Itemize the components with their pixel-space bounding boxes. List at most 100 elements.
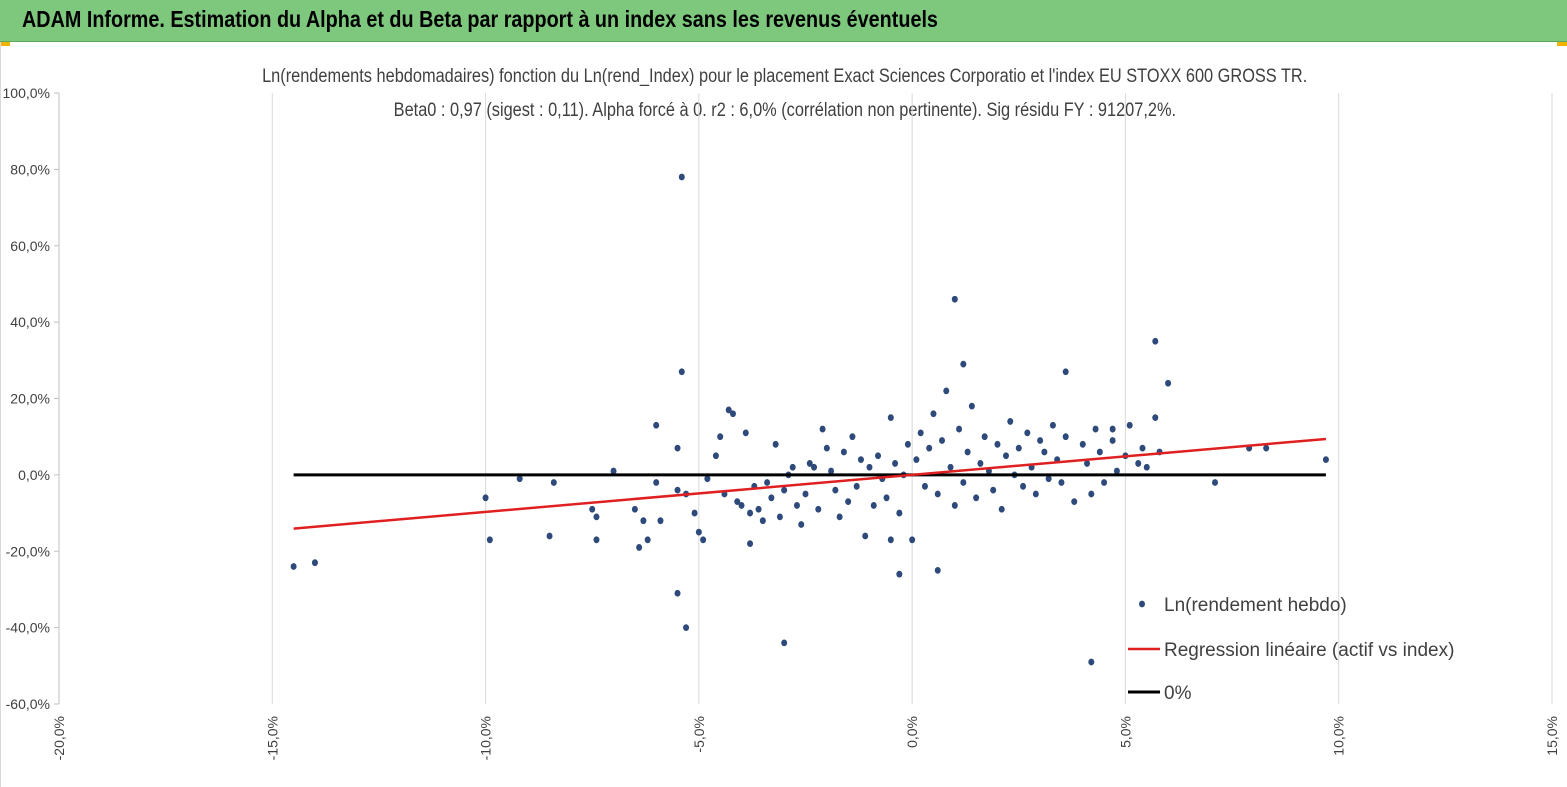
x-tick-label: -5,0% — [691, 716, 707, 753]
data-point — [981, 433, 988, 441]
data-point — [930, 410, 937, 418]
data-point — [862, 532, 869, 540]
report-title: ADAM Informe. Estimation du Alpha et du … — [22, 6, 938, 32]
chart-area: Ln(rendements hebdomadaires) fonction du… — [0, 42, 1567, 787]
data-point — [1020, 482, 1027, 490]
data-point — [939, 437, 946, 444]
data-point — [1101, 479, 1108, 486]
data-point — [815, 505, 822, 513]
data-point — [798, 521, 805, 528]
data-point — [1032, 490, 1039, 498]
data-point — [1152, 337, 1159, 345]
data-point — [960, 479, 967, 486]
regression-line — [293, 437, 1327, 530]
data-point — [883, 494, 890, 502]
data-point — [1007, 418, 1014, 425]
x-tick-label: -20,0% — [51, 716, 67, 760]
data-point — [593, 513, 600, 521]
data-points — [290, 173, 1329, 666]
data-point — [1015, 444, 1022, 452]
data-point — [734, 498, 741, 506]
data-point — [789, 463, 796, 471]
data-point — [1263, 444, 1270, 452]
data-point — [589, 505, 596, 513]
data-point — [674, 486, 681, 494]
data-point — [290, 563, 297, 570]
data-point — [1037, 437, 1044, 444]
data-point — [887, 414, 894, 421]
data-point — [926, 444, 933, 452]
data-point — [486, 536, 493, 544]
data-point — [674, 589, 681, 597]
data-point — [1113, 467, 1120, 475]
data-point — [968, 402, 975, 410]
data-point — [1165, 379, 1172, 387]
data-point — [896, 509, 903, 517]
series-lines — [293, 437, 1327, 530]
data-point — [845, 498, 852, 506]
data-point — [896, 570, 903, 578]
data-point — [516, 475, 523, 483]
data-point — [747, 509, 754, 517]
data-point — [742, 429, 749, 437]
data-point — [1062, 368, 1069, 376]
x-tick-label: -10,0% — [478, 716, 494, 760]
data-point — [700, 536, 707, 544]
data-point — [311, 559, 318, 567]
legend-label: Ln(rendement hebdo) — [1164, 595, 1347, 616]
data-point — [747, 540, 754, 548]
axes: -20,0% -15,0% -10,0% -5,0% 0,0% 5,0% 10,0% 15,0… — [3, 85, 1560, 760]
legend-label: Regression linéaire (actif vs index) — [1164, 640, 1454, 661]
data-point — [973, 494, 980, 502]
y-tick-label: 100,0% — [3, 85, 50, 101]
data-point — [759, 517, 766, 525]
data-point — [1212, 479, 1219, 486]
data-point — [1135, 460, 1142, 467]
data-point — [956, 425, 963, 433]
data-point — [704, 475, 711, 483]
data-point — [768, 494, 775, 502]
data-point — [1322, 456, 1329, 463]
data-point — [811, 463, 818, 471]
data-point — [836, 513, 843, 521]
data-point — [636, 544, 643, 551]
data-point — [631, 505, 638, 513]
data-point — [951, 502, 958, 509]
data-point — [1096, 448, 1103, 456]
legend-label: 0% — [1164, 683, 1192, 704]
data-point — [678, 368, 685, 376]
data-point — [781, 639, 788, 647]
data-point — [806, 460, 813, 467]
data-point — [550, 479, 557, 486]
data-point — [998, 505, 1005, 513]
data-point — [1092, 425, 1099, 433]
data-point — [866, 463, 873, 471]
data-point — [725, 406, 732, 414]
data-point — [695, 528, 702, 536]
data-point — [994, 440, 1001, 448]
data-point — [781, 486, 788, 494]
data-point — [546, 532, 553, 540]
y-tick-label: 80,0% — [10, 161, 50, 177]
data-point — [819, 425, 826, 433]
data-point — [657, 517, 664, 525]
legend: Ln(rendement hebdo) Regression linéaire (… — [1128, 595, 1454, 704]
data-point — [1084, 460, 1091, 467]
data-point — [840, 448, 847, 456]
x-tick-label: 15,0% — [1544, 716, 1560, 756]
y-tick-label: -20,0% — [6, 543, 50, 559]
data-point — [1088, 490, 1095, 498]
data-point — [1079, 440, 1086, 448]
data-point — [1109, 425, 1116, 433]
data-point — [990, 486, 997, 494]
data-point — [717, 433, 724, 441]
data-point — [610, 467, 617, 475]
data-point — [764, 479, 771, 486]
chart-title-line2-text: Beta0 : 0,97 (sigest : 0,11). Alpha forc… — [393, 100, 1176, 121]
data-point — [960, 360, 967, 368]
data-point — [678, 173, 685, 181]
data-point — [857, 456, 864, 463]
data-point — [1058, 479, 1065, 486]
data-point — [1002, 452, 1009, 460]
y-tick-label: 0,0% — [18, 467, 50, 483]
